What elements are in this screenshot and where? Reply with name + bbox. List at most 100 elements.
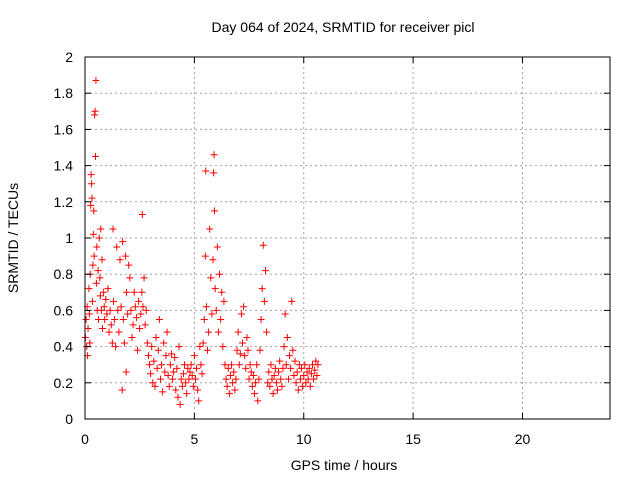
data-point: [95, 315, 103, 323]
data-point: [101, 315, 109, 323]
data-point: [254, 397, 262, 405]
data-point: [148, 343, 156, 351]
y-axis-label: SRMTID / TECUs: [5, 183, 21, 293]
y-tick-label: 1.6: [54, 121, 74, 137]
data-point: [258, 285, 266, 293]
data-point: [234, 328, 242, 336]
data-point: [117, 303, 125, 311]
data-point: [119, 315, 127, 323]
data-point: [112, 343, 120, 351]
data-point: [109, 225, 117, 233]
data-point: [158, 361, 166, 369]
data-point: [242, 364, 250, 372]
data-point: [229, 379, 237, 387]
data-point: [159, 388, 167, 396]
y-tick-label: 0.8: [54, 266, 74, 282]
data-point: [167, 350, 175, 358]
data-point: [171, 353, 179, 361]
data-point: [92, 279, 100, 287]
data-point: [270, 372, 278, 380]
data-point: [96, 292, 104, 300]
data-point: [126, 274, 134, 282]
data-point: [114, 306, 122, 314]
data-point: [109, 297, 117, 305]
data-point: [170, 368, 178, 376]
data-point: [252, 379, 260, 387]
data-point: [239, 339, 246, 347]
data-point: [241, 352, 249, 360]
data-point: [111, 315, 119, 323]
data-point: [165, 382, 173, 390]
data-point: [278, 382, 286, 390]
data-point: [266, 382, 274, 390]
data-point: [245, 375, 253, 383]
data-point: [91, 107, 99, 115]
data-point: [118, 386, 126, 394]
data-point: [287, 364, 295, 372]
data-point: [274, 386, 281, 394]
data-point: [146, 361, 154, 369]
data-point: [202, 303, 210, 311]
y-tick-label: 1: [65, 230, 73, 246]
data-point: [279, 364, 287, 372]
data-point: [183, 390, 191, 398]
data-point: [313, 372, 321, 380]
data-point: [233, 346, 241, 354]
data-point: [90, 252, 98, 260]
data-point: [100, 303, 108, 311]
data-point: [269, 390, 277, 398]
data-point: [247, 368, 255, 376]
data-point: [277, 375, 285, 383]
data-point: [219, 343, 227, 351]
data-point: [150, 357, 158, 365]
data-point: [97, 306, 105, 314]
data-point: [282, 361, 290, 369]
data-point: [198, 370, 206, 378]
y-tick-label: 2: [65, 49, 73, 65]
data-point: [90, 207, 98, 215]
data-point: [284, 375, 292, 383]
data-point: [210, 151, 218, 159]
data-point: [261, 267, 269, 275]
data-point: [190, 352, 198, 360]
data-point: [299, 382, 307, 390]
data-point: [131, 303, 139, 311]
data-point: [265, 368, 273, 376]
data-point: [305, 364, 313, 372]
data-point: [179, 370, 187, 378]
data-point: [216, 270, 224, 278]
data-point: [212, 306, 220, 314]
data-point: [113, 243, 121, 251]
data-point: [232, 375, 240, 383]
data-point: [86, 339, 94, 347]
data-point: [115, 328, 123, 336]
chart-title: Day 064 of 2024, SRMTID for receiver pic…: [212, 19, 475, 35]
data-point: [143, 339, 151, 347]
data-point: [156, 375, 164, 383]
data-point: [310, 375, 318, 383]
data-point: [211, 285, 219, 293]
data-point: [177, 375, 185, 383]
data-point: [224, 364, 232, 372]
data-point: [116, 256, 124, 264]
data-point: [194, 386, 202, 394]
data-point: [88, 297, 96, 305]
data-point: [271, 364, 279, 372]
data-point: [161, 368, 169, 376]
data-point: [290, 372, 298, 380]
data-point: [154, 346, 162, 354]
data-point: [85, 310, 93, 318]
data-point: [246, 361, 254, 369]
data-point: [206, 225, 214, 233]
data-point: [186, 368, 194, 376]
data-point: [140, 274, 148, 282]
data-point: [218, 288, 226, 296]
data-point: [221, 361, 229, 369]
data-point: [210, 169, 218, 177]
x-tick-label: 15: [405, 431, 421, 447]
data-point: [162, 352, 170, 360]
data-point: [259, 241, 267, 249]
data-point: [191, 375, 199, 383]
data-point: [235, 361, 243, 369]
